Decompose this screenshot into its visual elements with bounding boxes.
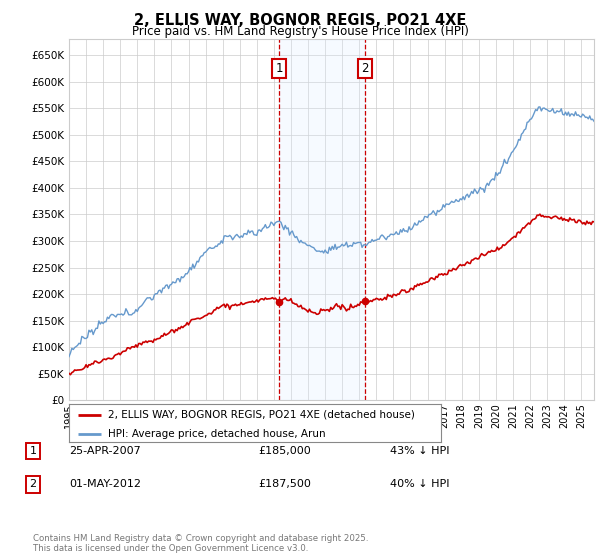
Bar [280,39,365,400]
Text: 2, ELLIS WAY, BOGNOR REGIS, PO21 4XE (detached house): 2, ELLIS WAY, BOGNOR REGIS, PO21 4XE (de… [108,410,415,420]
Text: 1: 1 [29,446,37,456]
Text: HPI: Average price, detached house, Arun: HPI: Average price, detached house, Arun [108,429,326,439]
Text: £185,000: £185,000 [258,446,311,456]
Text: 2: 2 [29,479,37,489]
Text: Contains HM Land Registry data © Crown copyright and database right 2025.
This d: Contains HM Land Registry data © Crown c… [33,534,368,553]
Text: 01-MAY-2012: 01-MAY-2012 [69,479,141,489]
Text: Price paid vs. HM Land Registry's House Price Index (HPI): Price paid vs. HM Land Registry's House … [131,25,469,38]
Text: 1: 1 [275,62,283,75]
Text: 25-APR-2007: 25-APR-2007 [69,446,141,456]
Text: 2: 2 [361,62,369,75]
Text: £187,500: £187,500 [258,479,311,489]
Text: 40% ↓ HPI: 40% ↓ HPI [390,479,449,489]
Text: 43% ↓ HPI: 43% ↓ HPI [390,446,449,456]
Text: 2, ELLIS WAY, BOGNOR REGIS, PO21 4XE: 2, ELLIS WAY, BOGNOR REGIS, PO21 4XE [134,13,466,28]
